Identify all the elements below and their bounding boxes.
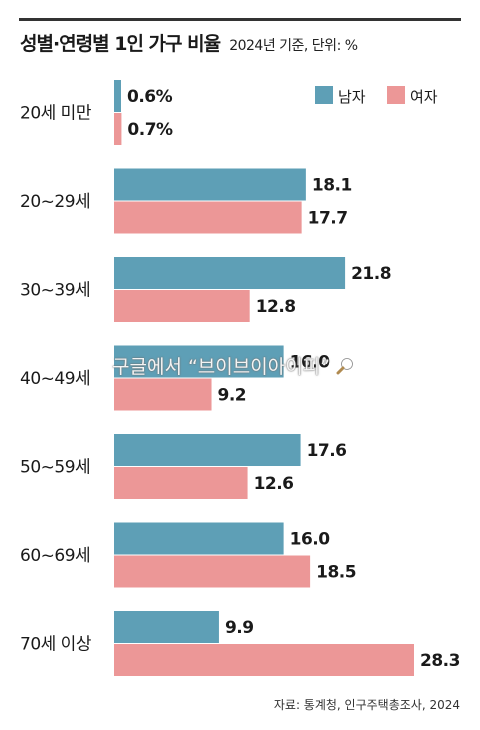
top-rule (19, 18, 461, 21)
legend-label-male: 남자 (338, 88, 366, 106)
value-label-male: 17.6 (307, 441, 347, 461)
value-label-female: 17.7 (308, 209, 348, 229)
legend-label-female: 여자 (410, 88, 438, 106)
bar-female (114, 555, 311, 588)
value-label-male: 16.0 (290, 353, 331, 373)
bar-female (114, 644, 414, 676)
bar-female (114, 201, 302, 234)
legend-swatch-female (387, 86, 405, 104)
value-label-female: 28.3 (420, 651, 460, 671)
value-label-male: 9.9 (225, 618, 254, 638)
value-label-female: 9.2 (218, 386, 247, 406)
value-label-male: 21.8 (351, 264, 391, 284)
category-label: 70세 이상 (20, 635, 92, 655)
bar-male (114, 434, 301, 466)
category-label: 40~49세 (20, 369, 90, 389)
bar-female (114, 290, 250, 322)
category-label: 20세 미만 (20, 104, 92, 124)
value-label-male: 16.0 (290, 530, 331, 550)
category-label: 60~69세 (20, 546, 90, 566)
category-label: 30~39세 (20, 281, 90, 301)
value-label-female: 0.7% (127, 120, 173, 140)
bar-male (114, 522, 284, 555)
source-note: 자료: 통계청, 인구주택총조사, 2024 (273, 698, 460, 712)
bar-female (114, 113, 122, 145)
bar-male (114, 168, 306, 201)
watermark-label: 구글에서 “브이브이아이피” (112, 356, 331, 378)
value-label-female: 12.8 (256, 297, 296, 317)
bar-male (114, 345, 284, 378)
watermark-text: 구글에서 “브이브이아이피” (112, 352, 356, 379)
bar-male (114, 257, 346, 289)
bar-male (114, 80, 121, 112)
chart-title: 성별·연령별 1인 가구 비율 (20, 33, 221, 55)
value-label-female: 12.6 (254, 474, 294, 494)
value-label-male: 0.6% (127, 87, 173, 107)
bar-female (114, 467, 248, 499)
magnifier-icon (336, 357, 354, 375)
category-label: 20~29세 (20, 192, 90, 212)
legend-swatch-male (315, 86, 333, 104)
chart-subtitle: 2024년 기준, 단위: % (229, 38, 358, 54)
bar-male (114, 611, 219, 643)
bar-female (114, 378, 212, 411)
legend: 남자 여자 (315, 86, 438, 106)
value-label-male: 18.1 (312, 176, 352, 196)
title-row: 성별·연령별 1인 가구 비율 2024년 기준, 단위: % (20, 29, 358, 56)
category-label: 50~59세 (20, 458, 90, 478)
value-label-female: 18.5 (316, 563, 356, 583)
